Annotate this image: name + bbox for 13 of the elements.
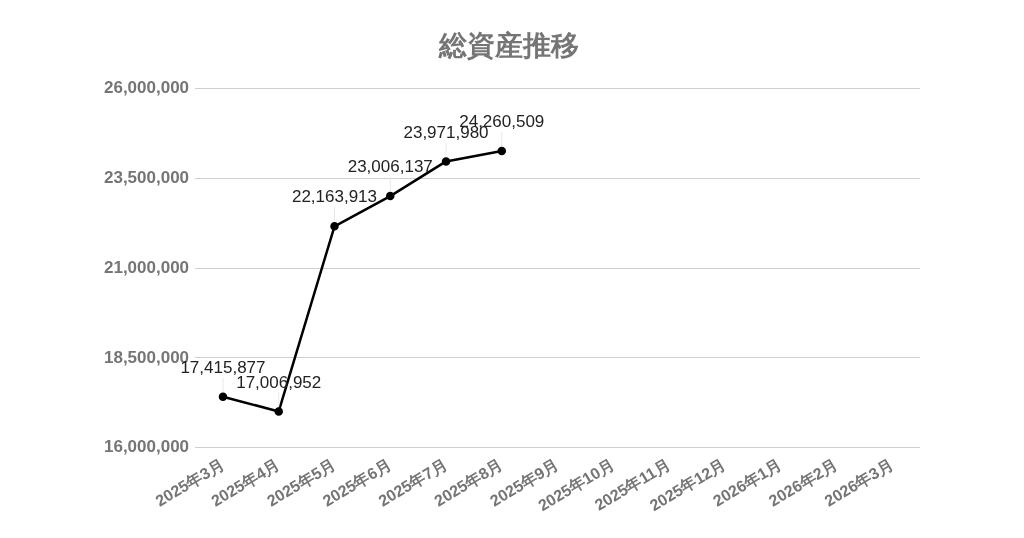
y-tick-label: 16,000,000: [103, 437, 190, 457]
data-label: 22,163,913: [291, 187, 378, 207]
y-tick-label: 23,500,000: [103, 168, 190, 188]
y-tick-label: 26,000,000: [103, 78, 190, 98]
point: [274, 407, 283, 416]
point: [441, 157, 451, 166]
point: [386, 191, 395, 201]
y-tick-label: 21,000,000: [103, 257, 190, 277]
chart-title: 総資産推移: [438, 29, 579, 61]
point: [497, 146, 507, 156]
point: [330, 222, 339, 231]
data-label: 23,006,137: [347, 157, 433, 177]
point: [218, 392, 228, 401]
